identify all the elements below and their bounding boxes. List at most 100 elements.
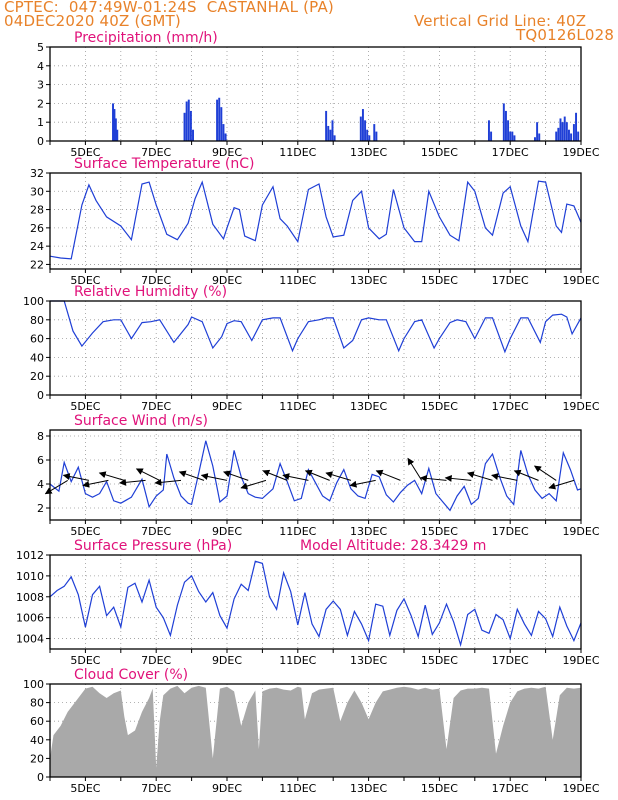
y-tick-label: 0 [37, 389, 44, 402]
y-tick-label: 2 [37, 502, 44, 515]
x-tick-label: 15DEC [421, 782, 458, 795]
x-tick-label: 19DEC [562, 146, 599, 159]
y-tick-label: 30 [30, 185, 44, 198]
x-tick-label: 17DEC [492, 654, 529, 667]
precip-bar [368, 135, 371, 141]
cloud-panel: 0 20 40 60 80 100 5DEC 7DEC 9DEC 11DEC 13DEC 15DEC 1… [23, 667, 600, 795]
precip-bar [559, 118, 562, 141]
precip-bar [534, 137, 536, 141]
wind-frame [49, 429, 582, 521]
precip-panel: 0 1 2 3 4 5 5DEC 7DEC 9DEC 11DEC 13DEC 15DEC 17DEC 19… [37, 30, 600, 159]
precip-title: Precipitation (mm/h) [74, 30, 218, 46]
wind-arrow [200, 473, 228, 481]
x-tick-label: 5DEC [70, 146, 100, 159]
y-tick-label: 0 [37, 135, 44, 148]
x-tick-label: 5DEC [70, 274, 100, 287]
precip-frame [49, 46, 582, 142]
y-tick-label: 32 [30, 167, 44, 180]
wind-series-line [49, 440, 582, 512]
x-tick-label: 5DEC [70, 525, 100, 538]
precip-bar [327, 125, 330, 141]
x-tick-label: 9DEC [212, 654, 242, 667]
x-tick-label: 13DEC [350, 274, 387, 287]
y-tick-label: 3 [37, 79, 44, 92]
wind-arrow [178, 470, 205, 481]
x-tick-label: 11DEC [279, 400, 316, 413]
precip-bar [116, 129, 119, 141]
precip-bar [333, 135, 336, 141]
x-tick-label: 19DEC [562, 782, 599, 795]
precip-bar [487, 120, 490, 141]
y-tick-label: 40 [30, 734, 44, 747]
precip-bar [577, 131, 580, 141]
x-tick-label: 17DEC [492, 146, 529, 159]
precip-bar [331, 120, 334, 141]
y-tick-label: 0 [37, 771, 44, 784]
x-tick-label: 13DEC [350, 400, 387, 413]
x-tick-label: 5DEC [70, 782, 100, 795]
x-tick-label: 11DEC [279, 274, 316, 287]
y-tick-label: 5 [37, 41, 44, 54]
pressure-subtitle: Model Altitude: 28.3429 m [300, 538, 486, 554]
wind-arrow [534, 465, 557, 481]
x-tick-label: 17DEC [492, 782, 529, 795]
precip-bar [114, 118, 117, 141]
precip-bar [536, 122, 539, 141]
x-tick-label: 13DEC [350, 146, 387, 159]
y-tick-label: 1008 [16, 591, 44, 604]
precip-bar [113, 109, 116, 141]
x-tick-label: 17DEC [492, 400, 529, 413]
x-tick-label: 9DEC [212, 274, 242, 287]
y-tick-label: 80 [30, 314, 44, 327]
rh-series-line [50, 300, 582, 354]
y-tick-label: 26 [30, 222, 44, 235]
precip-bar [325, 110, 328, 141]
precip-bar [185, 101, 188, 141]
header-datetime: 04DEC2020 40Z (GMT) [4, 12, 181, 30]
y-tick-label: 8 [37, 430, 44, 443]
x-tick-label: 13DEC [350, 654, 387, 667]
x-tick-label: 7DEC [141, 146, 171, 159]
precip-bar [373, 124, 376, 141]
y-tick-label: 1 [37, 116, 44, 129]
y-tick-label: 100 [23, 295, 44, 308]
x-tick-label: 19DEC [562, 654, 599, 667]
wind-arrow [419, 474, 447, 482]
x-tick-label: 7DEC [141, 274, 171, 287]
wind-arrow [135, 468, 160, 481]
x-tick-label: 5DEC [70, 400, 100, 413]
precip-bar [513, 135, 516, 141]
pressure-frame [49, 554, 582, 650]
wind-arrow [119, 478, 146, 486]
y-tick-label: 60 [30, 715, 44, 728]
wind-arrow [223, 470, 249, 481]
precip-bar [218, 97, 221, 141]
temp-frame [49, 172, 582, 270]
wind-panel: 2 4 6 8 5DEC 7DEC 9DEC 11DEC 13DEC 15DEC 17DEC 19DE… [37, 413, 600, 538]
y-tick-label: 22 [30, 258, 44, 271]
cloud-frame [49, 683, 582, 778]
precip-bar [359, 116, 362, 141]
precip-bar [224, 133, 227, 141]
wind-arrow [513, 469, 539, 481]
precip-bar [538, 133, 541, 141]
precip-bar [555, 131, 558, 141]
y-tick-label: 1010 [16, 570, 44, 583]
y-tick-label: 4 [37, 60, 44, 73]
precip-bar [561, 122, 564, 141]
wind-arrow [491, 473, 518, 481]
precip-bar [216, 99, 219, 141]
wind-arrow [154, 478, 182, 486]
x-tick-label: 11DEC [279, 146, 316, 159]
precip-bar [192, 129, 194, 141]
y-tick-label: 100 [23, 678, 44, 691]
x-tick-label: 7DEC [141, 400, 171, 413]
wind-arrow [349, 479, 376, 488]
precip-bar [575, 112, 578, 141]
precip-bar [183, 112, 186, 141]
wind-arrow [62, 473, 90, 481]
precip-bar [565, 122, 568, 141]
y-tick-label: 24 [30, 240, 44, 253]
precip-bar [502, 103, 505, 141]
